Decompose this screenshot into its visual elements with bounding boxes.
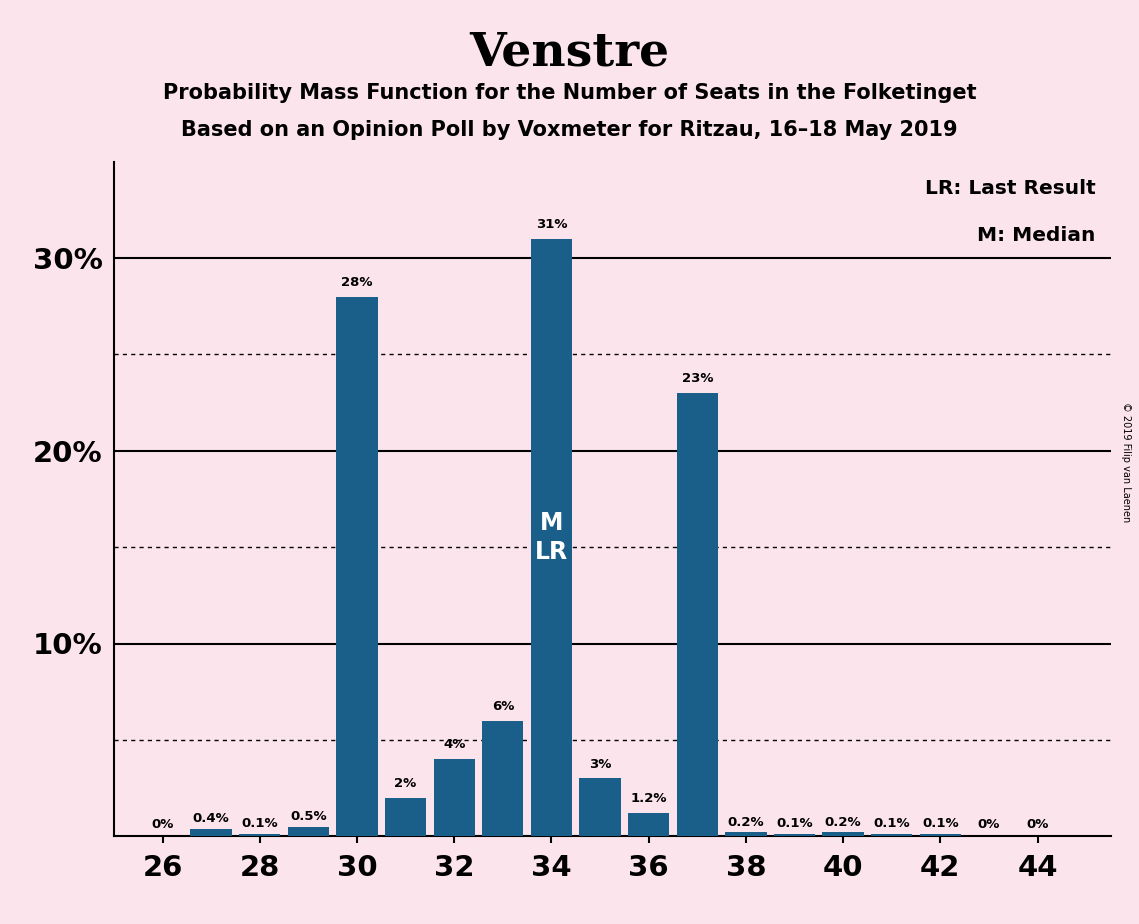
- Text: 4%: 4%: [443, 738, 466, 751]
- Text: 28%: 28%: [342, 276, 372, 289]
- Bar: [677, 393, 718, 836]
- Bar: [822, 833, 863, 836]
- Text: 0.4%: 0.4%: [192, 811, 229, 824]
- Bar: [726, 833, 767, 836]
- Text: 6%: 6%: [492, 699, 514, 713]
- Bar: [385, 797, 426, 836]
- Bar: [580, 778, 621, 836]
- Bar: [628, 813, 670, 836]
- Text: 0.1%: 0.1%: [874, 818, 910, 831]
- Bar: [919, 834, 961, 836]
- Text: Venstre: Venstre: [469, 30, 670, 76]
- Text: M: Median: M: Median: [977, 225, 1096, 245]
- Bar: [239, 834, 280, 836]
- Text: Probability Mass Function for the Number of Seats in the Folketinget: Probability Mass Function for the Number…: [163, 83, 976, 103]
- Text: 0.1%: 0.1%: [923, 818, 959, 831]
- Text: 1.2%: 1.2%: [630, 793, 667, 806]
- Bar: [434, 760, 475, 836]
- Text: 0%: 0%: [977, 819, 1000, 832]
- Text: 23%: 23%: [681, 372, 713, 385]
- Bar: [336, 297, 378, 836]
- Bar: [190, 829, 232, 836]
- Text: © 2019 Filip van Laenen: © 2019 Filip van Laenen: [1121, 402, 1131, 522]
- Bar: [773, 834, 816, 836]
- Text: 2%: 2%: [394, 777, 417, 790]
- Text: 0.2%: 0.2%: [728, 816, 764, 829]
- Text: 0%: 0%: [1026, 819, 1049, 832]
- Bar: [871, 834, 912, 836]
- Text: 0%: 0%: [151, 819, 174, 832]
- Text: LR: Last Result: LR: Last Result: [925, 178, 1096, 198]
- Text: M
LR: M LR: [535, 511, 568, 565]
- Text: 0.5%: 0.5%: [290, 809, 327, 822]
- Text: 0.1%: 0.1%: [241, 818, 278, 831]
- Bar: [482, 721, 524, 836]
- Text: 0.2%: 0.2%: [825, 816, 861, 829]
- Text: Based on an Opinion Poll by Voxmeter for Ritzau, 16–18 May 2019: Based on an Opinion Poll by Voxmeter for…: [181, 120, 958, 140]
- Text: 31%: 31%: [535, 218, 567, 231]
- Bar: [531, 238, 572, 836]
- Bar: [288, 827, 329, 836]
- Text: 0.1%: 0.1%: [776, 818, 813, 831]
- Text: 3%: 3%: [589, 758, 612, 771]
